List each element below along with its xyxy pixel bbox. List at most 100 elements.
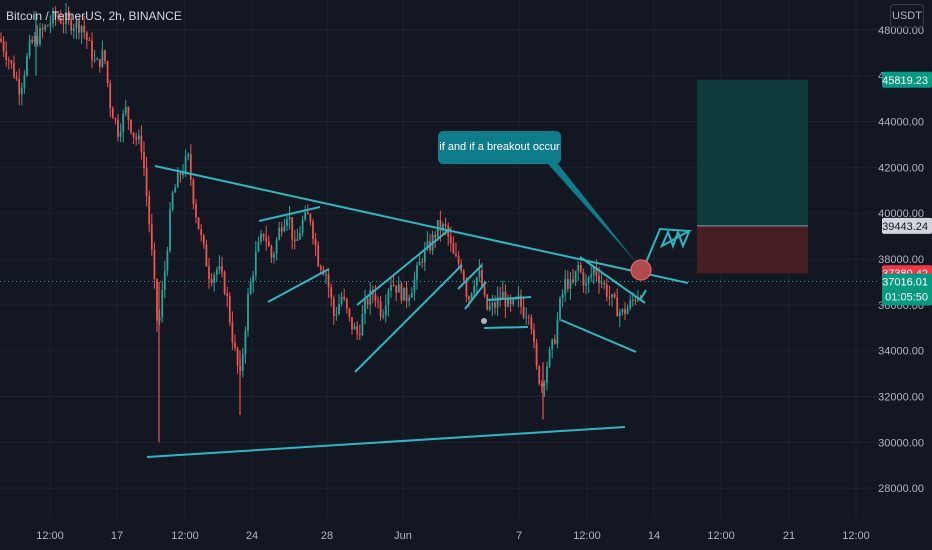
candle-body (166, 250, 169, 271)
candle-body (109, 83, 112, 109)
candle-body (306, 212, 309, 215)
candle-body (338, 304, 340, 315)
candle-body (481, 270, 483, 287)
candle-body (301, 219, 304, 234)
candle-body (501, 291, 504, 299)
ascending-support-line (146, 426, 626, 458)
price-tick-label: 32000.00 (878, 392, 924, 404)
candle-body (442, 224, 444, 231)
candle-body (254, 251, 257, 276)
price-tick-label: 40000.00 (878, 208, 924, 220)
currency-unit-button[interactable]: USDT (890, 4, 924, 28)
channel-line (267, 268, 330, 303)
candle-body (522, 306, 525, 318)
symbol-title[interactable]: Bitcoin / TetherUS, 2h, BINANCE (6, 9, 182, 23)
price-tick-label: 28000.00 (878, 483, 924, 495)
callout-label[interactable]: if and if a breakout occur (438, 131, 561, 164)
candle-body (434, 234, 437, 238)
channel-line (457, 264, 483, 290)
candle-body (208, 266, 210, 280)
candle-body (72, 28, 75, 31)
candle-body (478, 270, 481, 278)
candle-body (52, 11, 54, 24)
candle-body (187, 154, 190, 157)
candle-body (546, 366, 548, 383)
candle-body (140, 135, 143, 152)
channel-line (356, 228, 451, 306)
candles (0, 2, 642, 443)
candle-body (556, 319, 559, 344)
candle-body (613, 294, 616, 298)
candle-body (527, 316, 530, 318)
candle-body (104, 50, 106, 62)
candle-body (184, 156, 187, 173)
candle-body (507, 297, 509, 307)
candle-body (351, 316, 353, 330)
candle-body (28, 39, 31, 57)
time-tick-label: 17 (111, 530, 123, 542)
candle-body (603, 282, 606, 285)
candle-body (148, 196, 151, 225)
candle-body (171, 192, 174, 210)
trendlines (0, 164, 880, 458)
candle-body (195, 203, 197, 218)
candle-body (400, 283, 403, 301)
candle-body (462, 270, 465, 281)
candle-body (280, 227, 283, 232)
candle-body (577, 265, 580, 271)
candle-body (80, 26, 83, 33)
candle-body (455, 253, 457, 257)
candle-body (592, 267, 595, 275)
candle-body (88, 39, 91, 41)
candle-body (452, 243, 455, 254)
candle-body (122, 113, 125, 132)
candle-body (582, 271, 585, 286)
price-tick-label: 30000.00 (878, 437, 924, 449)
candle-body (137, 135, 140, 140)
candle-body (574, 270, 577, 283)
candle-body (241, 354, 244, 372)
candle-body (364, 299, 366, 314)
candle-body (189, 154, 192, 180)
stop-zone (697, 225, 808, 274)
candle-body (598, 275, 600, 284)
candle-body (57, 16, 60, 19)
range-line (486, 296, 532, 301)
candle-body (382, 315, 385, 317)
candle-body (533, 329, 535, 343)
candle-body (470, 293, 473, 300)
candle-body (247, 294, 249, 331)
candle-body (44, 25, 47, 30)
candle-body (205, 244, 208, 267)
candle-body (78, 20, 80, 33)
wedge-line (560, 319, 637, 353)
candle-body (135, 137, 138, 140)
candle-body (93, 59, 96, 61)
candle-body (551, 339, 554, 349)
time-tick-label: 12:00 (707, 530, 735, 542)
candle-body (169, 209, 171, 251)
candle-body (426, 241, 429, 249)
candle-body (309, 214, 312, 222)
candle-body (345, 298, 348, 309)
candle-body (312, 221, 314, 239)
price-tick-label: 42000.00 (878, 162, 924, 174)
time-tick-label: 12:00 (842, 530, 870, 542)
candle-body (403, 287, 405, 301)
candle-body (361, 313, 364, 336)
breakout-marker (630, 259, 652, 281)
candle-body (226, 293, 229, 297)
candle-body (83, 26, 86, 33)
candle-body (517, 295, 520, 298)
candle-body (512, 299, 515, 305)
candle-body (509, 297, 512, 305)
candle-body (535, 342, 538, 367)
candle-body (132, 132, 135, 138)
candle-body (59, 18, 62, 23)
candle-body (182, 172, 184, 176)
candle-body (390, 284, 392, 291)
time-tick-label: 21 (783, 530, 795, 542)
candle-body (564, 278, 567, 294)
